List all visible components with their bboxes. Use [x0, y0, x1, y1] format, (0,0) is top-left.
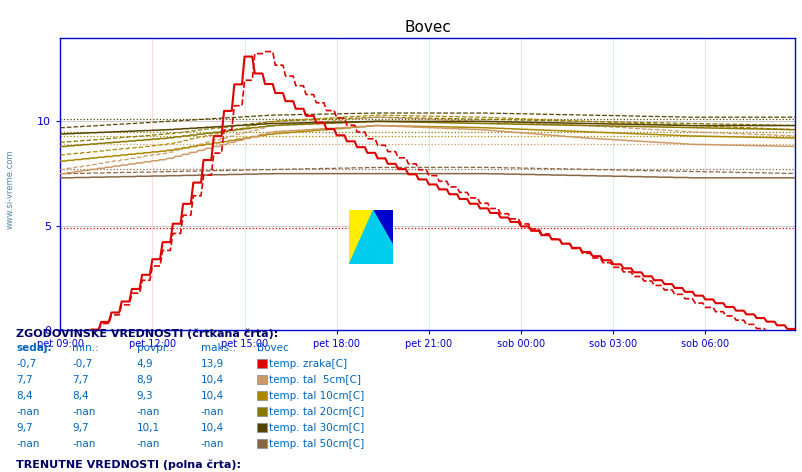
Text: 10,4: 10,4	[200, 375, 224, 385]
Text: 10,4: 10,4	[200, 423, 224, 433]
Text: temp. tal 10cm[C]: temp. tal 10cm[C]	[269, 391, 364, 401]
Text: 8,4: 8,4	[16, 391, 33, 401]
Text: maks.:: maks.:	[200, 343, 236, 353]
Text: -nan: -nan	[136, 439, 160, 449]
Text: www.si-vreme.com: www.si-vreme.com	[6, 149, 15, 228]
Text: 10,4: 10,4	[200, 391, 224, 401]
Text: povpr.:: povpr.:	[136, 343, 172, 353]
Text: 10,1: 10,1	[136, 423, 160, 433]
Text: temp. tal 50cm[C]: temp. tal 50cm[C]	[269, 439, 364, 449]
Text: -nan: -nan	[16, 407, 39, 417]
Text: -0,7: -0,7	[16, 359, 36, 369]
Text: 8,4: 8,4	[72, 391, 89, 401]
Text: -0,7: -0,7	[72, 359, 92, 369]
Text: -nan: -nan	[72, 439, 95, 449]
Text: Bovec: Bovec	[257, 343, 289, 353]
Text: temp. tal 20cm[C]: temp. tal 20cm[C]	[269, 407, 364, 417]
Polygon shape	[349, 210, 373, 264]
Text: temp. tal  5cm[C]: temp. tal 5cm[C]	[269, 375, 361, 385]
Text: 9,3: 9,3	[136, 391, 153, 401]
Text: TRENUTNE VREDNOSTI (polna črta):: TRENUTNE VREDNOSTI (polna črta):	[16, 460, 241, 470]
Text: temp. zraka[C]: temp. zraka[C]	[269, 359, 346, 369]
Text: -nan: -nan	[200, 407, 224, 417]
Text: min.:: min.:	[72, 343, 99, 353]
Polygon shape	[349, 210, 393, 264]
Text: ZGODOVINSKE VREDNOSTI (črtkana črta):: ZGODOVINSKE VREDNOSTI (črtkana črta):	[16, 329, 278, 339]
Text: temp. tal 30cm[C]: temp. tal 30cm[C]	[269, 423, 364, 433]
Text: 7,7: 7,7	[72, 375, 89, 385]
Title: Bovec: Bovec	[403, 20, 451, 35]
Text: -nan: -nan	[136, 407, 160, 417]
Text: -nan: -nan	[200, 439, 224, 449]
Text: 9,7: 9,7	[72, 423, 89, 433]
Text: 4,9: 4,9	[136, 359, 153, 369]
Text: -nan: -nan	[72, 407, 95, 417]
Text: 8,9: 8,9	[136, 375, 153, 385]
Polygon shape	[373, 210, 393, 243]
Text: 7,7: 7,7	[16, 375, 33, 385]
Text: sedaj:: sedaj:	[16, 343, 51, 353]
Text: 13,9: 13,9	[200, 359, 224, 369]
Text: 9,7: 9,7	[16, 423, 33, 433]
Text: -nan: -nan	[16, 439, 39, 449]
